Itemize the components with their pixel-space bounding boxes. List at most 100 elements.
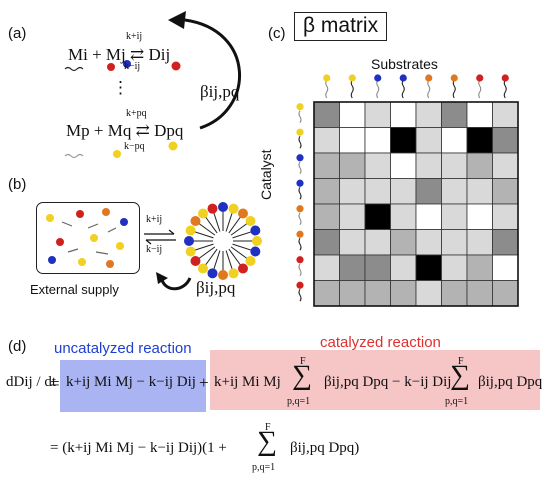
substrate-tail <box>452 79 456 99</box>
k-forward-b: k+ij <box>146 214 163 225</box>
matrix-cell <box>364 101 391 128</box>
sum3-upper: F <box>265 422 271 433</box>
beta-curved-arrow <box>184 18 242 130</box>
factored-equation-part1: = (k+ij Mi Mj − k−ij Dij)(1 + <box>50 440 227 456</box>
reaction-dots: ⋮ <box>112 78 129 97</box>
matrix-cell <box>441 101 468 128</box>
matrix-cell <box>466 101 493 128</box>
substrate-bead <box>323 74 331 82</box>
bead-red-a2 <box>171 61 181 71</box>
equals-sign-1: = <box>50 374 60 393</box>
bead-red-a1 <box>107 63 115 71</box>
bead-blue-a1 <box>123 60 131 68</box>
micelle-head <box>252 236 262 246</box>
catalyst-tail <box>298 288 302 302</box>
micelle-head <box>218 202 228 212</box>
matrix-cell <box>390 280 417 307</box>
micelle-head <box>198 263 209 274</box>
catalyst-tail <box>298 186 302 200</box>
matrix-cell <box>339 254 366 281</box>
matrix-cell <box>415 280 442 307</box>
catalyst-tail <box>298 263 302 277</box>
panel-label-b: (b) <box>8 176 27 193</box>
matrix-cell <box>415 203 442 230</box>
squiggle-mi <box>64 66 84 72</box>
k-back-1: k−ij <box>124 61 141 72</box>
micelle-head <box>228 268 239 279</box>
matrix-cell <box>390 203 417 230</box>
matrix-cell <box>492 101 519 128</box>
micelle-head <box>245 255 256 266</box>
substrate-tail <box>350 79 354 99</box>
sum2-symbol: ∑ <box>450 360 470 391</box>
matrix-cell <box>364 229 391 256</box>
matrix-cell <box>415 127 442 154</box>
micelle-head <box>218 270 228 280</box>
catalyst-bead <box>296 281 304 289</box>
matrix-cell <box>364 127 391 154</box>
catalyst-tail <box>298 135 302 149</box>
matrix-cell <box>441 178 468 205</box>
matrix-cell <box>441 254 468 281</box>
sum2-upper: F <box>458 356 464 367</box>
matrix-cell <box>339 229 366 256</box>
k-forward-1: k+ij <box>126 31 143 42</box>
matrix-cell <box>466 254 493 281</box>
substrate-bead <box>501 74 509 82</box>
micelle-head <box>190 255 201 266</box>
matrix-cell <box>441 229 468 256</box>
matrix-cell <box>466 178 493 205</box>
catalyst-bead <box>296 179 304 187</box>
micelle-head <box>245 216 256 227</box>
factored-equation-part2: βij,pq Dpq) <box>290 440 360 456</box>
external-supply-label: External supply <box>30 282 119 297</box>
beta-arrow-head <box>168 11 186 29</box>
matrix-cell <box>339 203 366 230</box>
squiggle-mp <box>64 153 84 159</box>
substrate-tail <box>427 79 431 99</box>
micelle-head <box>190 216 201 227</box>
matrix-cell <box>339 178 366 205</box>
micelle-head <box>184 236 194 246</box>
matrix-cell <box>441 280 468 307</box>
substrate-bead <box>476 74 484 82</box>
reaction-eq-1: Mi + Mj ⇄ Dij <box>68 45 171 64</box>
catalyst-bead <box>296 230 304 238</box>
substrate-tail <box>376 79 380 99</box>
sum3-lower: p,q=1 <box>252 462 276 473</box>
micelle-head <box>237 208 248 219</box>
beta-arrow-label: βij,pq <box>200 82 240 101</box>
matrix-cell <box>339 152 366 179</box>
matrix-cell <box>415 178 442 205</box>
matrix-cell <box>313 127 340 154</box>
matrix-cell <box>313 178 340 205</box>
substrate-tail <box>401 79 405 99</box>
matrix-cell <box>390 101 417 128</box>
substrate-bead <box>348 74 356 82</box>
panel-label-d: (d) <box>8 338 27 355</box>
uncatalyzed-label: uncatalyzed reaction <box>54 340 192 357</box>
matrix-cell <box>466 203 493 230</box>
matrix-cell <box>313 229 340 256</box>
substrate-bead <box>399 74 407 82</box>
micelle-head <box>228 203 239 214</box>
bead-yellow-a1 <box>113 150 121 158</box>
micelle-head <box>207 203 218 214</box>
micelle-head <box>185 225 196 236</box>
matrix-cell <box>390 152 417 179</box>
uncatalyzed-highlight <box>60 360 206 412</box>
matrix-border <box>313 101 519 307</box>
matrix-cell <box>339 280 366 307</box>
matrix-cell <box>441 152 468 179</box>
external-supply-box <box>36 202 140 274</box>
matrix-cell <box>441 203 468 230</box>
lhs-derivative: dDij / dt <box>6 374 57 390</box>
matrix-cell <box>466 152 493 179</box>
matrix-cell <box>390 127 417 154</box>
matrix-cell <box>492 178 519 205</box>
matrix-cell <box>492 280 519 307</box>
catalyst-bead <box>296 128 304 136</box>
reaction-eq-2: Mp + Mq ⇄ Dpq <box>66 121 184 140</box>
matrix-cell <box>492 229 519 256</box>
beta-matrix-title: β matrix <box>294 12 388 41</box>
